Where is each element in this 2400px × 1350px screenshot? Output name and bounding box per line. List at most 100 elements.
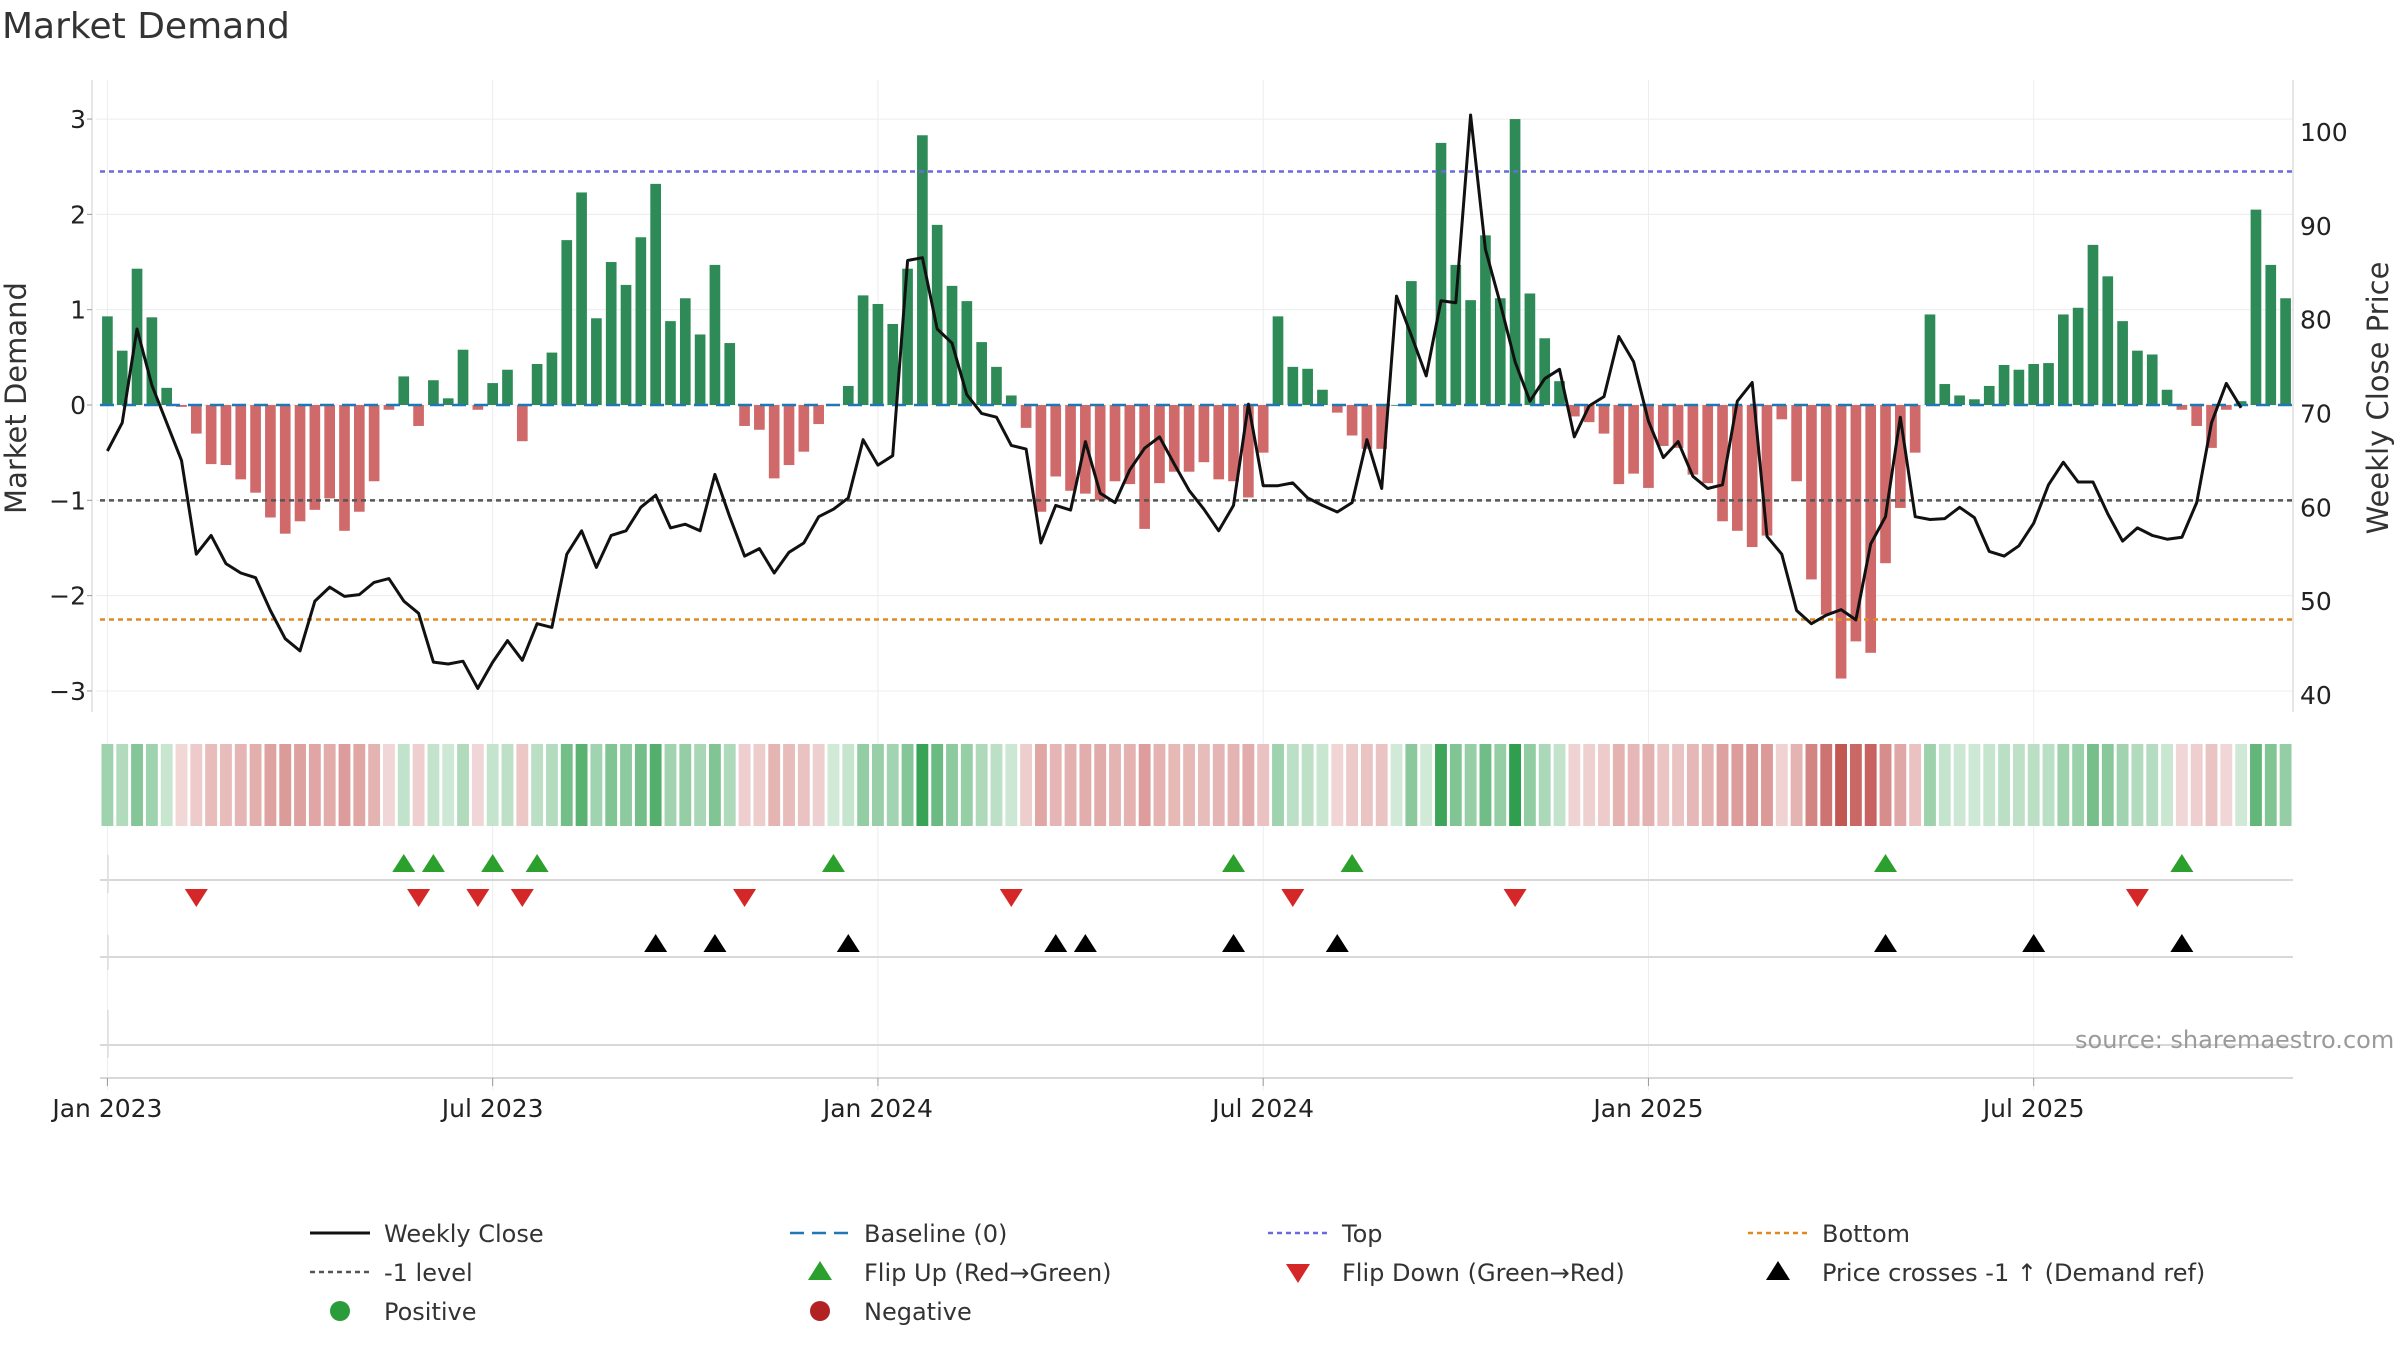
demand-heat-cell (1924, 744, 1936, 826)
demand-bar (1465, 300, 1476, 405)
demand-bar (2265, 264, 2277, 405)
demand-bar (783, 405, 795, 466)
x-tick-label: Jul 2024 (1210, 1094, 1314, 1123)
y-axis-left-title: Market Demand (0, 282, 33, 514)
demand-heat-cell (679, 744, 692, 826)
demand-heat-cell (1849, 744, 1862, 826)
demand-heat-cell (1212, 744, 1225, 826)
demand-heat-cell (1864, 744, 1877, 826)
demand-bar (1717, 405, 1728, 522)
demand-bar (724, 343, 736, 405)
demand-heat-cell (1746, 744, 1759, 826)
demand-heat-cell (101, 744, 114, 826)
demand-bar (309, 405, 321, 510)
demand-heat-cell (768, 744, 781, 826)
demand-bar (235, 405, 247, 480)
demand-heat-cell (2250, 744, 2262, 826)
demand-bar (1850, 405, 1862, 642)
demand-bar (679, 298, 691, 405)
demand-bar (650, 183, 661, 405)
demand-heat-cell (1257, 744, 1270, 826)
demand-bar (1687, 405, 1699, 475)
demand-heat-cell (2072, 744, 2085, 826)
flip-up-marker (2170, 854, 2194, 872)
demand-bar (1791, 405, 1802, 482)
price-cross-marker (1073, 934, 1097, 952)
y-right-tick-label: 100 (2300, 118, 2348, 147)
flip-up-marker (525, 854, 549, 872)
flip-up-marker (392, 854, 416, 872)
demand-heat-cell (1553, 744, 1566, 826)
demand-heat-cell (412, 744, 425, 826)
demand-bar (902, 268, 913, 405)
demand-heat-cell (1538, 744, 1551, 826)
y-right-tick-label: 50 (2300, 587, 2332, 616)
demand-bar (1865, 405, 1877, 653)
demand-heat-cell (1316, 744, 1329, 826)
demand-bar (516, 405, 528, 442)
demand-heat-cell (116, 744, 129, 826)
demand-heat-cell (131, 744, 143, 826)
demand-bar (146, 317, 158, 405)
demand-heat-cell (1612, 744, 1625, 826)
demand-heat-cell (1197, 744, 1210, 826)
legend-bottom: Bottom (1748, 1220, 1910, 1248)
demand-bar (546, 352, 558, 405)
demand-heat-cell (1479, 744, 1492, 826)
demand-bar (1969, 399, 1980, 405)
demand-bar (842, 385, 854, 405)
demand-bar (1598, 405, 1610, 434)
y-right-tick-label: 70 (2300, 399, 2332, 428)
weekly-close-line (106, 113, 2243, 690)
demand-heat-cell (2235, 744, 2248, 826)
demand-bar (1628, 405, 1639, 474)
demand-bar (2072, 307, 2084, 405)
y-left-tick-label: −1 (49, 486, 86, 515)
demand-bar (739, 405, 750, 426)
demand-bar (561, 240, 573, 405)
demand-bar (2176, 405, 2188, 410)
demand-bar (1376, 405, 1388, 449)
price-cross-marker (1874, 934, 1898, 952)
legend-label: Flip Up (Red→Green) (864, 1259, 1112, 1287)
demand-heat-cell (2087, 744, 2099, 826)
demand-bar (591, 318, 602, 405)
demand-heat-cell (294, 744, 306, 826)
demand-bar (442, 398, 454, 405)
demand-bar (1939, 384, 1951, 405)
demand-heat-cell (442, 744, 455, 826)
legend-label: Weekly Close (384, 1220, 544, 1248)
demand-heat-cell (1079, 744, 1092, 826)
demand-bar (1020, 405, 1032, 428)
demand-bar (2087, 244, 2099, 405)
demand-bar (694, 334, 706, 405)
legend-swatch (808, 1261, 832, 1280)
demand-bar (1243, 405, 1254, 498)
demand-bar (1005, 395, 1017, 405)
y-left-tick-label: −2 (49, 582, 86, 611)
demand-heat-cell (694, 744, 707, 826)
legend-flip-up: Flip Up (Red→Green) (808, 1259, 1112, 1287)
demand-bar (2191, 405, 2203, 426)
demand-heat-cell (1242, 744, 1255, 826)
demand-bar (279, 405, 291, 534)
x-tick-label: Jul 2023 (440, 1094, 544, 1123)
demand-bar (1672, 405, 1684, 448)
demand-bar (887, 323, 899, 405)
y-right-tick-label: 40 (2300, 681, 2332, 710)
demand-bar (1035, 405, 1047, 512)
demand-bar (383, 405, 395, 410)
demand-bar (1554, 381, 1565, 405)
demand-heat-cell (546, 744, 558, 826)
legend-label: Price crosses -1 ↑ (Demand ref) (1822, 1259, 2205, 1287)
legend-minus-one: -1 level (310, 1259, 473, 1287)
demand-bar (2102, 276, 2114, 405)
demand-heat-cell (2175, 744, 2188, 826)
demand-bar (620, 284, 632, 405)
demand-bar (1954, 395, 1965, 405)
demand-heat-cell (827, 744, 840, 826)
demand-heat-cell (797, 744, 810, 826)
demand-bar (991, 366, 1002, 405)
demand-heat-cell (2220, 744, 2233, 826)
demand-heat-cell (1272, 744, 1284, 826)
